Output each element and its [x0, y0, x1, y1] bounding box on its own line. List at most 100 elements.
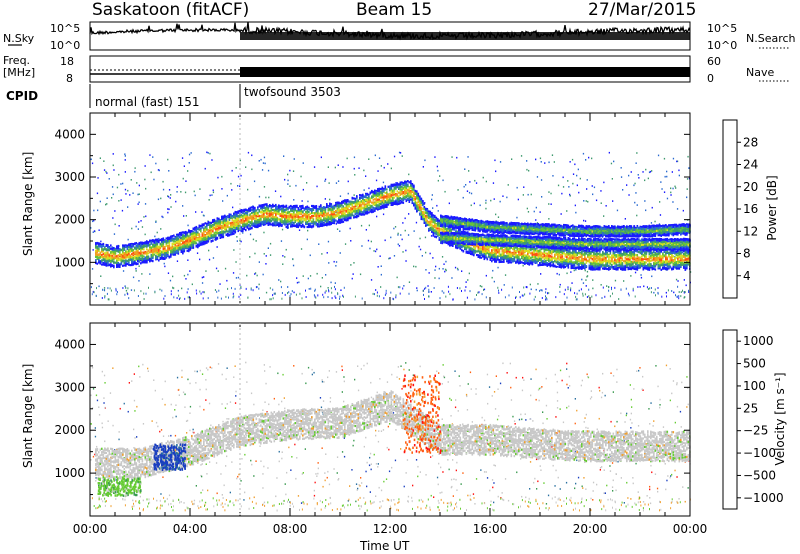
band-0-cell [102, 245, 105, 248]
band-0-cell [344, 214, 346, 217]
band-0-cell [327, 212, 330, 215]
band-0-cell [239, 214, 241, 217]
scatter-cell [187, 224, 189, 227]
band-0-cell [162, 250, 165, 253]
scatter-cell [390, 236, 392, 239]
band-0-cell [117, 254, 120, 257]
band-0-cell [107, 255, 109, 259]
band-0-cell [339, 217, 342, 220]
scatter-cell [653, 291, 655, 294]
band-0-cell [198, 244, 201, 247]
band-0-cell [156, 247, 159, 250]
scatter-cell [425, 251, 427, 254]
band-0-cell [245, 229, 247, 232]
band-0-cell [389, 189, 391, 192]
scatter-cell [535, 288, 537, 291]
scatter-cell [548, 218, 550, 220]
band-0-cell [123, 252, 126, 255]
band-0-cell [267, 207, 270, 210]
scatter-cell [624, 218, 626, 220]
scatter-cell [239, 159, 241, 162]
band-0-cell [420, 197, 423, 200]
scatter-cell [214, 238, 216, 241]
scatter-cell [149, 154, 151, 156]
band-0-cell [342, 208, 345, 211]
band-0-cell [176, 242, 178, 245]
scatter-cell [340, 289, 342, 291]
band-0-cell [167, 248, 169, 251]
scatter-cell [93, 209, 95, 212]
band-0-cell [356, 200, 358, 204]
scatter-cell [567, 288, 569, 291]
band-0-cell [393, 186, 396, 190]
band-0-cell [140, 252, 142, 255]
band-0-cell [284, 219, 286, 222]
band-0-cell [146, 241, 148, 244]
band-0-cell [300, 221, 303, 224]
scatter-cell [636, 152, 638, 154]
band-0-cell [125, 259, 127, 262]
scatter-cell [191, 283, 193, 286]
scatter-cell [306, 182, 308, 184]
band-0-cell [132, 262, 135, 265]
scatter-cell [456, 267, 459, 270]
band-0-cell [347, 199, 349, 202]
scatter-cell [401, 155, 403, 157]
band-0-cell [266, 222, 268, 225]
band-0-cell [182, 231, 184, 234]
band-0-cell [236, 219, 238, 222]
band-0-cell [281, 220, 283, 223]
band-0-cell [378, 207, 381, 210]
band-0-cell [179, 246, 181, 249]
scatter-cell [287, 208, 289, 211]
band-0-cell [167, 240, 169, 243]
band-0-cell [377, 188, 379, 191]
band-0-cell [350, 214, 352, 217]
band-0-cell [180, 236, 183, 239]
scatter-cell [635, 162, 637, 164]
scatter-cell [576, 174, 578, 177]
band-0-cell [378, 189, 381, 192]
band-0-cell [252, 217, 255, 220]
band-0-cell [284, 220, 286, 223]
band-0-cell [200, 240, 202, 243]
scatter-cell [212, 191, 215, 194]
band-0-cell [221, 228, 223, 231]
band-0-cell [167, 250, 169, 253]
band-0-cell [186, 231, 189, 234]
band-0-cell [131, 263, 133, 267]
band-0-cell [138, 257, 141, 260]
scatter-cell [301, 200, 303, 202]
band-0-cell [215, 226, 217, 229]
band-0-cell [129, 254, 132, 257]
band-0-cell [174, 238, 177, 241]
band-0-cell [272, 205, 274, 208]
band-0-cell [369, 208, 372, 211]
scatter-cell [313, 166, 316, 168]
band-0-cell [327, 219, 330, 222]
scatter-cell [298, 229, 301, 231]
band-0-cell [284, 215, 286, 218]
band-0-cell [384, 200, 387, 204]
band-0-cell [291, 219, 294, 222]
band-0-cell [111, 259, 114, 262]
scatter-cell [185, 278, 187, 280]
scatter-cell [145, 187, 147, 190]
band-0-cell [362, 202, 364, 205]
band-0-cell [237, 215, 240, 218]
band-0-cell [251, 218, 253, 221]
band-0-cell [174, 242, 177, 245]
band-0-cell [279, 214, 282, 218]
scatter-cell [612, 200, 614, 202]
band-0-cell [237, 216, 240, 219]
scatter-cell [157, 169, 160, 171]
band-0-cell [125, 256, 127, 259]
band-0-cell [300, 211, 303, 214]
band-0-cell [273, 218, 276, 221]
scatter-cell [483, 288, 486, 291]
band-0-cell [399, 197, 402, 200]
band-0-cell [422, 212, 424, 215]
band-0-cell [249, 224, 252, 227]
band-0-cell [263, 205, 265, 208]
band-0-cell [119, 251, 121, 254]
